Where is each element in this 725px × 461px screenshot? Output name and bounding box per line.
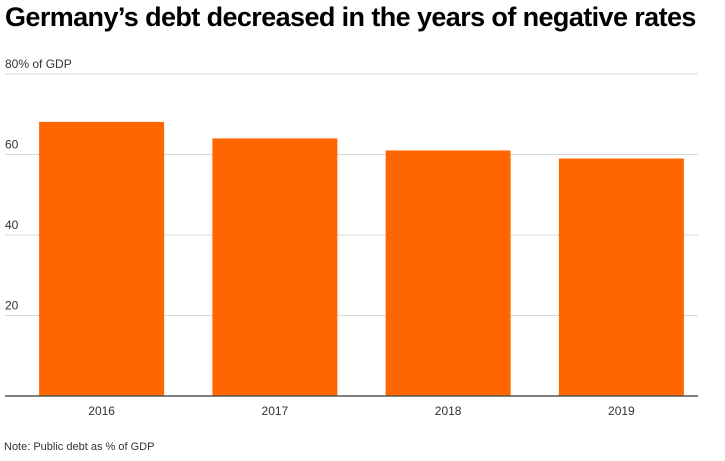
y-tick-label: 60: [5, 138, 19, 152]
bar-2019: [558, 158, 684, 396]
bar-2016: [39, 121, 165, 397]
bar-2018: [385, 150, 511, 396]
bar-2017: [212, 138, 338, 396]
y-tick-label: 20: [5, 299, 19, 313]
chart-title: Germany’s debt decreased in the years of…: [5, 2, 696, 32]
y-tick-label: 80% of GDP: [5, 57, 72, 71]
x-tick-label: 2016: [88, 404, 115, 418]
y-tick-labels: 80% of GDP 60 40 20: [5, 57, 72, 313]
x-tick-label: 2018: [435, 404, 462, 418]
y-tick-label: 40: [5, 218, 19, 232]
bars: [39, 121, 684, 397]
x-tick-label: 2019: [608, 404, 635, 418]
chart-note: Note: Public debt as % of GDP: [4, 441, 155, 453]
x-tick-label: 2017: [262, 404, 289, 418]
x-tick-labels: 2016 2017 2018 2019: [88, 404, 635, 418]
